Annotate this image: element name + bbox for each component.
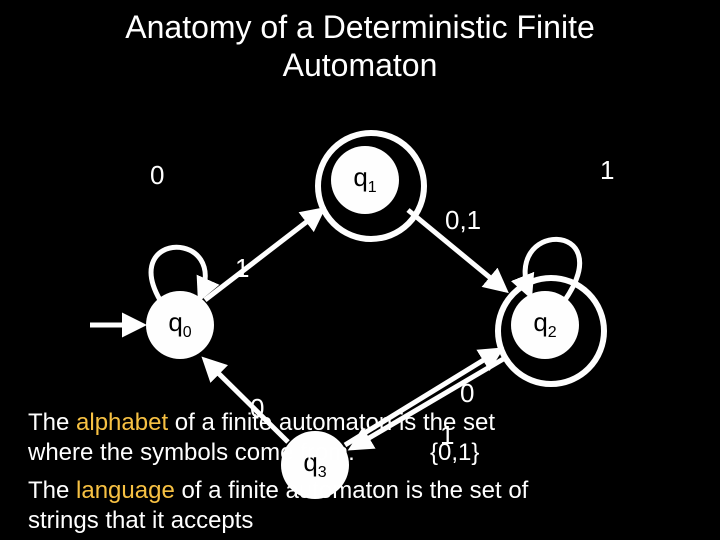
state-q2-label: q2 xyxy=(533,307,556,342)
label-q2-q3: 0 xyxy=(460,378,474,409)
state-q2: q2 xyxy=(511,291,579,359)
body-paragraph-2: The language of a finite automaton is th… xyxy=(28,476,528,536)
label-q0-loop: 0 xyxy=(150,160,164,191)
edge-q0-q1 xyxy=(205,210,322,300)
page-title: Anatomy of a Deterministic Finite Automa… xyxy=(0,8,720,85)
state-q1: q1 xyxy=(331,146,399,214)
highlight-alphabet: alphabet xyxy=(76,409,168,436)
alphabet-set: {0,1} xyxy=(430,438,479,468)
state-q0: q0 xyxy=(146,291,214,359)
label-q2-loop: 1 xyxy=(600,155,614,186)
label-q0-q1: 1 xyxy=(235,253,249,284)
title-line-2: Automaton xyxy=(283,47,438,83)
body-paragraph-1: The alphabet of a finite automaton is th… xyxy=(28,408,495,468)
label-q1-q2: 0,1 xyxy=(445,205,481,236)
state-q0-label: q0 xyxy=(168,307,191,342)
dfa-diagram: q1 .state.accept[data-name="state-q1"]::… xyxy=(0,100,720,440)
state-q1-label: q1 xyxy=(353,162,376,197)
title-line-1: Anatomy of a Deterministic Finite xyxy=(125,9,595,45)
highlight-language: language xyxy=(76,477,175,504)
